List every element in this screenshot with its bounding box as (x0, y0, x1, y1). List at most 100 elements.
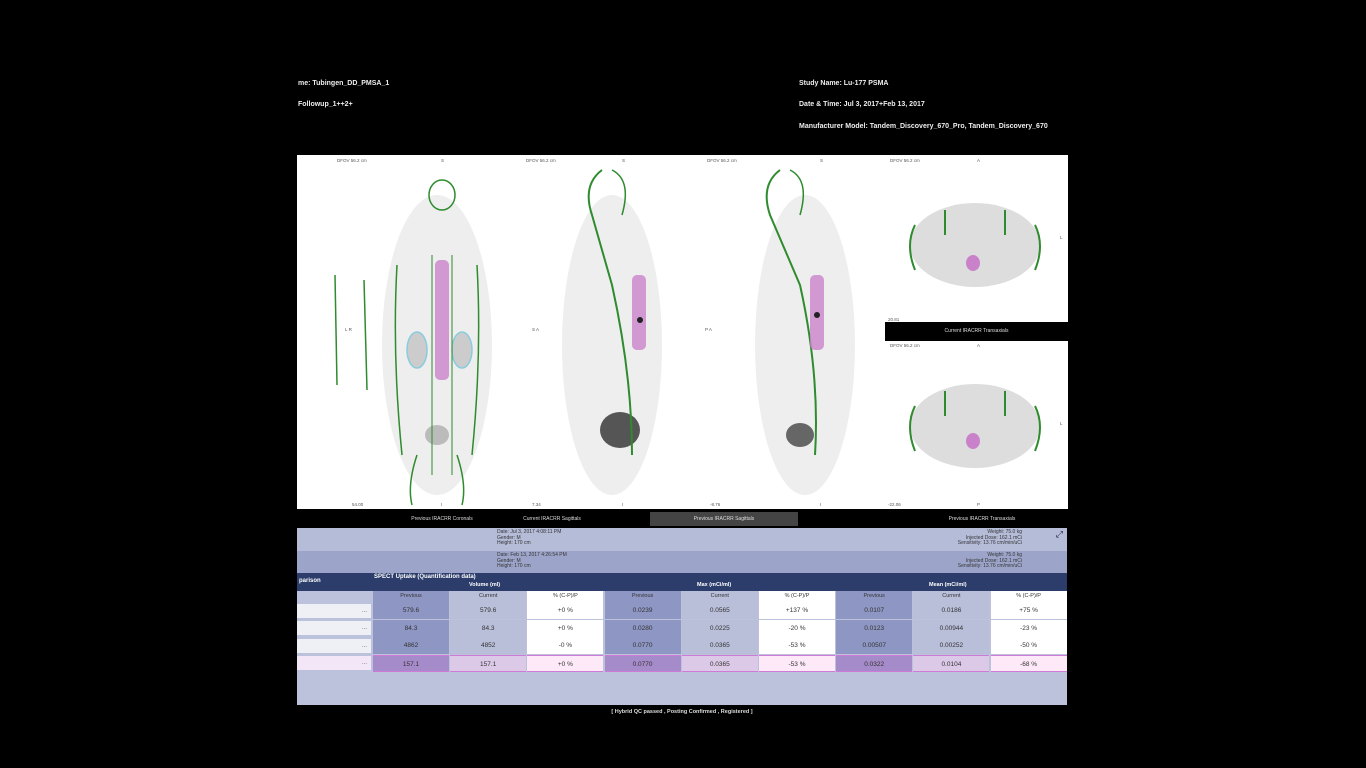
table-cell: 0.0186 (913, 602, 990, 619)
dfov-label: DFOV 56.2 cm (890, 343, 920, 348)
table-cell: 579.6 (450, 602, 527, 619)
region-select[interactable]: ... (297, 603, 371, 618)
table-cell: +0 % (527, 654, 604, 672)
slice-position: 7.34 (532, 502, 541, 507)
table-cell: +75 % (990, 602, 1067, 619)
table-cell: 0.0365 (681, 654, 758, 672)
orientation-side: L (1060, 235, 1063, 240)
image-viewer[interactable]: DFOV 56.2 cm S L R 54.00 I DFOV 56.2 cm … (297, 155, 1068, 509)
column-header: Previous (836, 591, 913, 602)
orientation-top: S (441, 158, 445, 163)
table-cell: 0.0365 (681, 637, 758, 654)
study-date: Date: Jul 3, 2017 4:08:11 PM (497, 529, 562, 535)
viewport-label[interactable]: Previous IRACRR Transaxials (948, 516, 1016, 522)
table-cell: -68 % (990, 654, 1067, 672)
slice-position: -22.06 (888, 502, 901, 507)
sagittal-view-current[interactable]: DFOV 56.2 cm S S A 7.34 I (502, 155, 685, 509)
sagittal-view-previous[interactable]: DFOV 56.2 cm S P A -8.76 I (685, 155, 885, 509)
table-cell: -20 % (759, 619, 835, 637)
column-header: Current (681, 591, 758, 602)
orientation-bottom: I (441, 502, 443, 507)
region-select[interactable]: ... (297, 656, 371, 670)
sagittal-image (562, 169, 662, 495)
table-cell: -0 % (527, 637, 604, 654)
table-cell: -53 % (759, 637, 835, 654)
table-cell: 0.0107 (836, 602, 913, 619)
slice-position: -8.76 (710, 502, 721, 507)
height: Height: 170 cm (497, 563, 531, 569)
table-cell: 0.00944 (913, 619, 990, 637)
orientation-top: S (622, 158, 626, 163)
column-header: % (C-P)/P (990, 591, 1067, 602)
table-cell: 84.3 (450, 619, 527, 637)
group-volume: Volume (ml) (469, 582, 501, 588)
table-cell: 0.0104 (913, 654, 990, 672)
slice-position: 20.81 (888, 317, 900, 322)
orientation-bottom: I (622, 502, 624, 507)
table-cell: -50 % (990, 637, 1067, 654)
viewport-label-active[interactable]: Previous IRACRR Sagittals (650, 512, 798, 526)
coronal-view[interactable]: DFOV 56.2 cm S L R 54.00 I (297, 155, 502, 509)
table-cell: -53 % (759, 654, 835, 672)
orientation-bottom: P (977, 502, 981, 507)
quantification-panel: Date: Jul 3, 2017 4:08:11 PM Gender: M Hei… (297, 528, 1067, 705)
table-title-bar: parison SPECT Uptake (Quantification dat… (297, 573, 1067, 591)
table-cell: 157.1 (373, 654, 449, 672)
viewport-label[interactable]: Current IRACRR Sagittals (523, 516, 581, 522)
group-max: Max (mCi/ml) (697, 582, 732, 588)
orientation-side: P A (705, 327, 712, 332)
expand-icon[interactable]: ⤢ (1055, 529, 1063, 539)
table-cell: 0.0565 (681, 602, 758, 619)
viewport-labels: Previous IRACRR Coronals Current IRACRR … (297, 512, 1068, 526)
table-cell: 157.1 (450, 654, 527, 672)
table-cell: +0 % (527, 619, 604, 637)
injected-dose: Injected Dose: 162.1 mCi (965, 534, 1022, 541)
table-cell: -23 % (990, 619, 1067, 637)
viewport-label[interactable]: Previous IRACRR Coronals (411, 516, 473, 522)
dfov-label: DFOV 56.2 cm (890, 158, 920, 163)
orientation-top: A (977, 158, 981, 163)
comparison-label: parison (299, 578, 321, 584)
column-header: % (C-P)/P (759, 591, 835, 602)
orientation-bottom: I (820, 502, 822, 507)
region-select[interactable]: ... (297, 621, 371, 635)
column-header: % (C-P)/P (527, 591, 604, 602)
orientation-side: S A (532, 327, 540, 332)
sensitivity: Sensitivity: 13.76 cm/min/uCi (957, 563, 1022, 569)
column-header: Previous (604, 591, 681, 602)
injected-dose: Injected Dose: 162.1 mCi (965, 557, 1022, 564)
study-info-current: Date: Feb 13, 2017 4:26:54 PM Gender: M He… (297, 551, 1067, 573)
column-header: Current (913, 591, 990, 602)
manufacturer-model: Manufacturer Model: Tandem_Discovery_670… (799, 123, 1048, 130)
transaxial-current-label[interactable]: Current IRACRR Transaxials (885, 322, 1068, 341)
column-header: Current (450, 591, 527, 602)
table-cell: 4852 (450, 637, 527, 654)
study-name: Study Name: Lu-177 PSMA (799, 80, 889, 87)
orientation-side: L R (345, 327, 352, 332)
table-cell: 0.0770 (604, 654, 681, 672)
transaxial-image (909, 203, 1041, 287)
table-cell: 0.0225 (681, 619, 758, 637)
orientation-top: S (820, 158, 824, 163)
dfov-label: DFOV 56.2 cm (526, 158, 556, 163)
orientation-side: L (1060, 421, 1063, 426)
table-cell: 0.00507 (836, 637, 913, 654)
table-cell: 579.6 (373, 602, 449, 619)
sensitivity: Sensitivity: 13.76 cm/min/uCi (957, 540, 1022, 546)
transaxial-view-current[interactable]: DFOV 56.2 cm A L 20.81 (885, 155, 1068, 322)
gender: Gender: M (497, 557, 521, 564)
table-cell: +0 % (527, 602, 604, 619)
dfov-label: DFOV 56.2 cm (707, 158, 737, 163)
region-select[interactable]: ... (297, 638, 371, 653)
table-cell: 0.0280 (604, 619, 681, 637)
dfov-label: DFOV 56.2 cm (337, 158, 367, 163)
study-info-previous: Date: Jul 3, 2017 4:08:11 PM Gender: M Hei… (297, 528, 1067, 551)
transaxial-view-previous[interactable]: DFOV 56.2 cm A L -22.06 P (885, 341, 1068, 509)
status-message: [ Hybrid QC passed , Posting Confirmed ,… (611, 709, 753, 715)
patient-name: me: Tubingen_DD_PMSA_1 (298, 80, 390, 87)
group-mean: Mean (mCi/ml) (929, 582, 967, 588)
study-date: Date: Feb 13, 2017 4:26:54 PM (497, 552, 567, 558)
table-cell: 0.00252 (913, 637, 990, 654)
table-cell: 0.0123 (836, 619, 913, 637)
gender: Gender: M (497, 534, 521, 541)
